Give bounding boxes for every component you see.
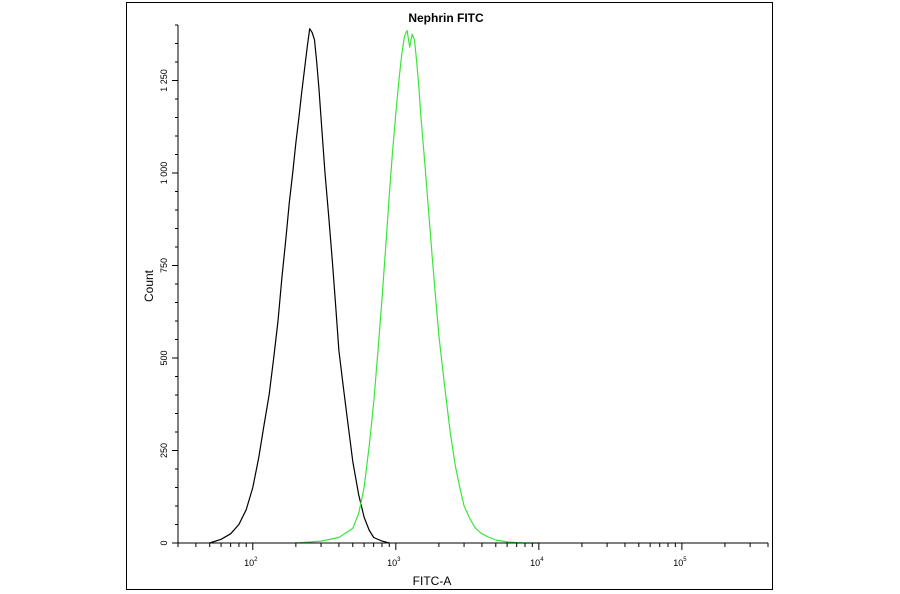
x-axis-label: FITC-A — [413, 574, 452, 588]
x-tick-exponent: 4 — [540, 557, 544, 563]
nephrin-fitc-histogram-line — [295, 29, 539, 544]
y-tick-label: 250 — [159, 443, 169, 458]
chart-frame: Nephrin FITC 0 250 500 750 1 000 1 250 102 103 1… — [126, 2, 773, 590]
y-tick-label: 1 250 — [159, 69, 169, 92]
chart-title: Nephrin FITC — [408, 11, 484, 25]
x-tick-exponent: 2 — [254, 557, 258, 563]
x-tick-exponent: 3 — [397, 557, 401, 563]
axes: 0 250 500 750 1 000 1 250 102 103 104 105 — [159, 24, 769, 568]
y-tick-label: 750 — [159, 258, 169, 273]
plot-lines — [209, 28, 539, 544]
y-axis-label: Count — [142, 269, 156, 302]
histogram-chart: Nephrin FITC 0 250 500 750 1 000 1 250 102 103 1… — [142, 11, 769, 588]
control-histogram-line — [209, 28, 390, 544]
y-tick-label: 0 — [159, 540, 169, 545]
x-tick-exponent: 5 — [683, 557, 687, 563]
x-tick-label: 102 — [244, 557, 258, 568]
x-tick-label: 105 — [673, 557, 687, 568]
y-tick-label: 1 000 — [159, 162, 169, 185]
x-tick-label: 103 — [387, 557, 401, 568]
x-tick-label: 104 — [530, 557, 544, 568]
y-tick-label: 500 — [159, 350, 169, 365]
